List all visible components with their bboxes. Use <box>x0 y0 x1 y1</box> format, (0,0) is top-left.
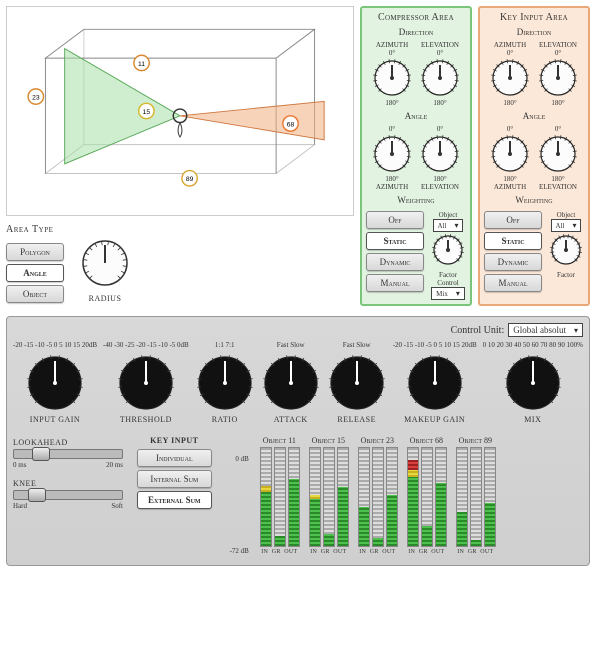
angle-azimuth-knob[interactable]: 0° 180° AZIMUTH <box>489 125 531 191</box>
input-gain-knob[interactable]: -20 -15 -10 -5 0 5 10 15 20dB INPUT GAIN <box>13 341 97 424</box>
dir-azimuth-knob[interactable]: AZIMUTH 0° 180° <box>371 41 413 107</box>
dir-elevation-knob[interactable]: ELEVATION 0° 180° <box>537 41 579 107</box>
area-type-section: Area Type Polygon Angle Object <box>6 224 64 303</box>
spatial-visualization[interactable]: 23 11 15 68 89 <box>6 6 354 216</box>
mix-knob[interactable]: 0 10 20 30 40 50 60 70 80 90 100% MIX <box>483 341 583 424</box>
control-unit-select[interactable]: Global absolut <box>508 323 583 337</box>
area-type-label: Area Type <box>6 224 64 235</box>
attack-knob[interactable]: Fast Slow ATTACK <box>261 341 321 424</box>
angle-elevation-knob[interactable]: 0° 180° ELEVATION <box>419 125 461 191</box>
dir-azimuth-knob[interactable]: AZIMUTH 0° 180° <box>489 41 531 107</box>
release-knob[interactable]: Fast Slow RELEASE <box>327 341 387 424</box>
meter-object-15: Object 15 IN GR OUT <box>308 436 349 555</box>
weight-static[interactable]: Static <box>366 232 424 250</box>
weight-manual[interactable]: Manual <box>484 274 542 292</box>
svg-text:89: 89 <box>186 176 194 183</box>
keyinput-external-sum[interactable]: External Sum <box>137 491 212 509</box>
weight-manual[interactable]: Manual <box>366 274 424 292</box>
meter-object-11: Object 11 IN GR OUT <box>259 436 300 555</box>
threshold-knob[interactable]: -40 -30 -25 -20 -15 -10 -5 0dB THRESHOLD <box>103 341 189 424</box>
meter-object-68: Object 68 IN GR OUT <box>406 436 447 555</box>
weight-static[interactable]: Static <box>484 232 542 250</box>
dir-elevation-knob[interactable]: ELEVATION 0° 180° <box>419 41 461 107</box>
factor-knob[interactable] <box>430 232 466 271</box>
area-type-angle[interactable]: Angle <box>6 264 64 282</box>
ratio-knob[interactable]: 1:1 7:1 RATIO <box>195 341 255 424</box>
weight-dynamic[interactable]: Dynamic <box>366 253 424 271</box>
meter-object-23: Object 23 IN GR OUT <box>357 436 398 555</box>
meter-object-89: Object 89 IN GR OUT <box>455 436 496 555</box>
key-input-area-panel: Key Input Area Direction AZIMUTH 0° 180°… <box>478 6 590 306</box>
radius-label: RADIUS <box>89 294 122 303</box>
control-select[interactable]: Mix <box>431 287 465 300</box>
svg-text:11: 11 <box>138 61 145 68</box>
weight-dynamic[interactable]: Dynamic <box>484 253 542 271</box>
angle-azimuth-knob[interactable]: 0° 180° AZIMUTH <box>371 125 413 191</box>
makeup-gain-knob[interactable]: -20 -15 -10 -5 0 5 10 15 20dB MAKEUP GAI… <box>393 341 477 424</box>
svg-text:68: 68 <box>287 121 295 128</box>
factor-knob[interactable] <box>548 232 584 271</box>
lookahead-slider[interactable]: LOOKAHEAD 0 ms20 ms <box>13 438 123 469</box>
weight-off[interactable]: Off <box>484 211 542 229</box>
area-type-object[interactable]: Object <box>6 285 64 303</box>
svg-text:23: 23 <box>32 94 40 101</box>
db-scale: 0 dB -72 dB <box>230 455 251 555</box>
angle-elevation-knob[interactable]: 0° 180° ELEVATION <box>537 125 579 191</box>
weight-off[interactable]: Off <box>366 211 424 229</box>
key-input-section: KEY INPUT IndividualInternal SumExternal… <box>133 432 216 559</box>
keyinput-internal-sum[interactable]: Internal Sum <box>137 470 212 488</box>
object-select[interactable]: All <box>433 219 464 232</box>
compressor-area-panel: Compressor Area Direction AZIMUTH 0° 180… <box>360 6 472 306</box>
svg-text:15: 15 <box>143 109 151 116</box>
keyinput-individual[interactable]: Individual <box>137 449 212 467</box>
object-select[interactable]: All <box>551 219 582 232</box>
area-type-polygon[interactable]: Polygon <box>6 243 64 261</box>
radius-knob[interactable]: RADIUS <box>76 234 134 303</box>
control-unit-label: Control Unit: <box>451 325 505 336</box>
knee-slider[interactable]: KNEE HardSoft <box>13 479 123 510</box>
compressor-strip: Control Unit: Global absolut -20 -15 -10… <box>6 316 590 566</box>
